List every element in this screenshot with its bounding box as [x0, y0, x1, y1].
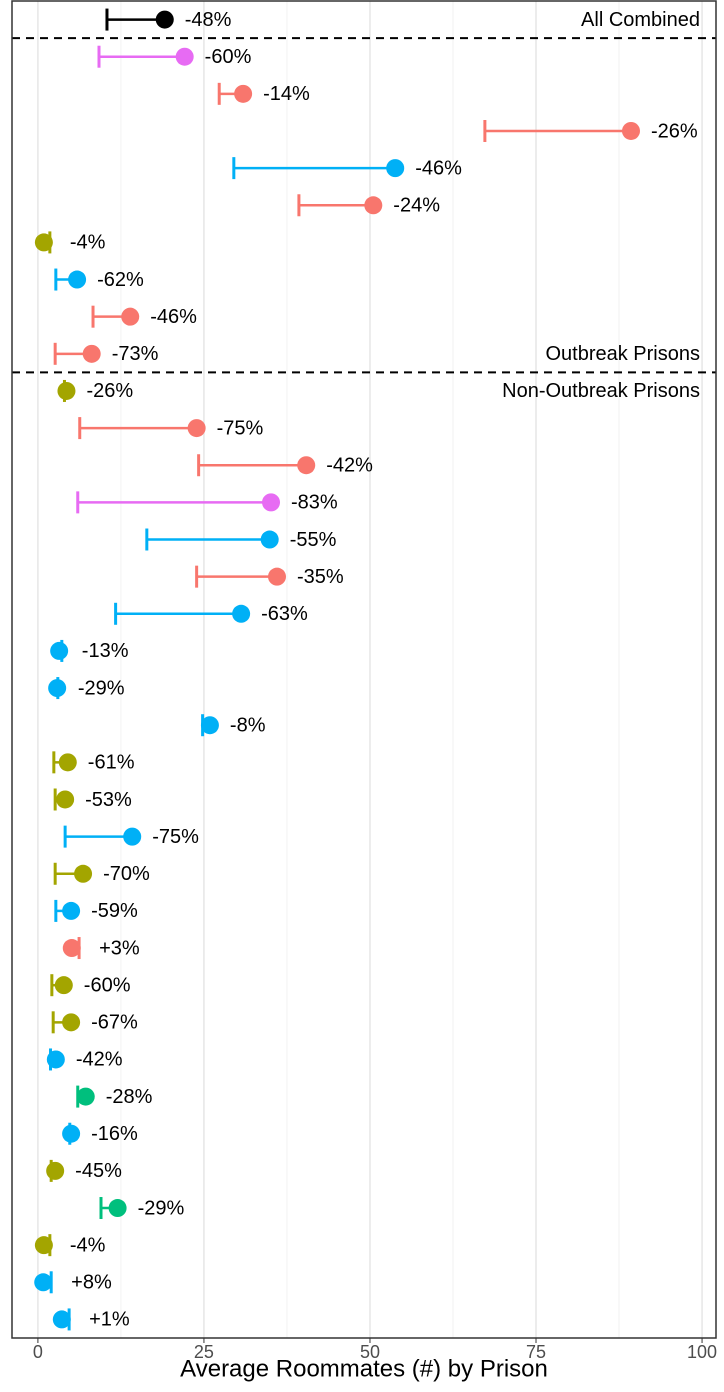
change-label: -73%: [112, 343, 159, 365]
change-label: -29%: [78, 677, 125, 699]
before-point: [34, 1236, 53, 1255]
change-label: -26%: [651, 120, 698, 142]
change-label: -59%: [91, 900, 138, 922]
before-point: [34, 233, 53, 252]
change-label: +1%: [89, 1309, 130, 1331]
before-point: [62, 1124, 81, 1143]
before-point: [364, 196, 383, 215]
before-point: [76, 1087, 95, 1106]
before-point: [175, 47, 194, 66]
before-point: [123, 827, 142, 846]
plot-border: [11, 0, 717, 1339]
change-label: -26%: [86, 380, 133, 402]
x-tick-label: 0: [33, 1342, 43, 1362]
change-label: -62%: [97, 269, 144, 291]
change-label: -75%: [217, 417, 264, 439]
panel-label: Non-Outbreak Prisons: [502, 380, 700, 402]
before-point: [54, 976, 73, 995]
before-point: [297, 456, 316, 475]
change-label: -4%: [70, 232, 106, 254]
before-point: [267, 567, 286, 586]
x-tick-label: 25: [194, 1342, 214, 1362]
before-point: [46, 1161, 65, 1180]
change-label: -46%: [150, 306, 197, 328]
x-tick-label: 50: [360, 1342, 380, 1362]
x-tick-label: 75: [526, 1342, 546, 1362]
before-point: [260, 530, 279, 549]
change-label: -63%: [261, 603, 308, 625]
before-point: [58, 753, 77, 772]
before-point: [62, 1013, 81, 1032]
change-label: -45%: [75, 1160, 122, 1182]
before-point: [108, 1199, 127, 1218]
before-point: [621, 121, 640, 140]
change-label: -67%: [91, 1012, 138, 1034]
change-label: -4%: [70, 1234, 106, 1256]
before-point: [155, 10, 174, 29]
before-point: [386, 159, 405, 178]
change-label: -55%: [290, 529, 337, 551]
before-point: [50, 641, 69, 660]
before-point: [56, 790, 75, 809]
before-point: [200, 716, 219, 735]
change-label: -48%: [185, 9, 232, 31]
change-label: -46%: [415, 157, 462, 179]
change-label: -35%: [297, 566, 344, 588]
change-label: +3%: [99, 937, 140, 959]
before-point: [52, 1310, 71, 1329]
before-point: [62, 901, 81, 920]
before-point: [262, 493, 281, 512]
change-label: -14%: [263, 83, 310, 105]
change-label: +8%: [71, 1272, 112, 1294]
before-point: [34, 1273, 53, 1292]
change-label: -16%: [91, 1123, 138, 1145]
panel-label: All Combined: [581, 9, 700, 31]
x-tick-label: 100: [687, 1342, 717, 1362]
change-label: -53%: [85, 789, 132, 811]
before-point: [232, 604, 251, 623]
before-point: [234, 84, 253, 103]
change-label: -42%: [76, 1049, 123, 1071]
before-point: [74, 864, 93, 883]
change-label: -70%: [103, 863, 150, 885]
x-axis-title: Average Roommates (#) by Prison: [180, 1355, 548, 1382]
change-label: -13%: [82, 640, 129, 662]
change-label: -83%: [291, 492, 338, 514]
before-point: [62, 939, 81, 958]
change-label: -28%: [106, 1086, 153, 1108]
change-label: -8%: [230, 714, 266, 736]
before-point: [48, 679, 67, 698]
change-label: -29%: [138, 1197, 185, 1219]
change-label: -60%: [205, 46, 252, 68]
before-point: [57, 381, 76, 400]
panel-label: Outbreak Prisons: [545, 343, 700, 365]
before-point: [121, 307, 140, 326]
before-point: [68, 270, 87, 289]
change-label: -60%: [84, 974, 131, 996]
change-label: -42%: [326, 455, 373, 477]
before-point: [82, 344, 101, 363]
change-label: -61%: [88, 752, 135, 774]
change-label: -75%: [152, 826, 199, 848]
change-label: -24%: [393, 195, 440, 217]
before-point: [187, 419, 206, 438]
before-point: [46, 1050, 65, 1069]
